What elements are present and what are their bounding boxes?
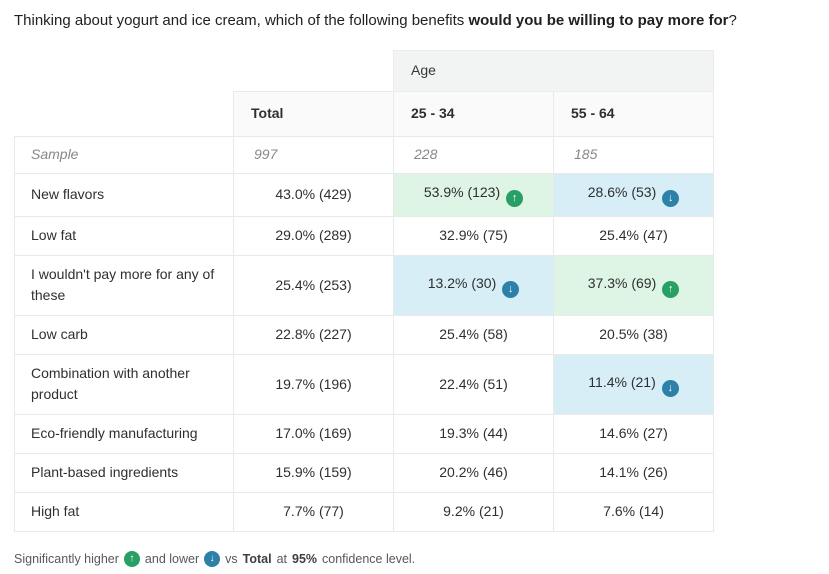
row-label: Combination with another product: [14, 354, 234, 415]
table-row-high-fat: High fat 7.7% (77) 9.2% (21) 7.6% (14): [14, 492, 715, 532]
total-cell: 17.0% (169): [233, 414, 394, 454]
age-25-34-cell: 20.2% (46): [393, 453, 554, 493]
footnote-text: vs: [225, 552, 238, 566]
table-row-eco-friendly: Eco-friendly manufacturing 17.0% (169) 1…: [14, 414, 715, 454]
row-label: Eco-friendly manufacturing: [14, 414, 234, 454]
age-55-64-cell: 37.3% (69) ↑: [552, 255, 715, 316]
question-title: Thinking about yogurt and ice cream, whi…: [14, 10, 815, 31]
spacer-cell: [234, 51, 394, 92]
footnote-text: confidence level.: [322, 552, 416, 566]
sample-row: Sample 997 228 185: [14, 136, 715, 174]
spacer-cell: [15, 51, 234, 92]
column-header-25-34: 25 - 34: [393, 91, 554, 137]
table-row-low-fat: Low fat 29.0% (289) 32.9% (75) 25.4% (47…: [14, 216, 715, 256]
row-label: I wouldn't pay more for any of these: [14, 255, 234, 316]
sig-higher-icon: ↑: [506, 190, 524, 207]
age-25-34-cell: 19.3% (44): [393, 414, 554, 454]
table-row-combination: Combination with another product 19.7% (…: [14, 354, 715, 415]
question-title-suffix: ?: [728, 12, 737, 29]
table-row-low-carb: Low carb 22.8% (227) 25.4% (58) 20.5% (3…: [14, 315, 715, 355]
total-cell: 15.9% (159): [233, 453, 394, 493]
sample-55-64: 185: [552, 136, 715, 174]
footnote-confidence-value: 95%: [292, 552, 318, 566]
group-header-row: Age: [15, 50, 715, 92]
age-25-34-cell: 53.9% (123) ↑: [393, 173, 554, 217]
column-header-55-64: 55 - 64: [552, 91, 715, 137]
age-25-34-cell: 9.2% (21): [393, 492, 554, 532]
row-label: Plant-based ingredients: [14, 453, 234, 493]
age-25-34-cell: 13.2% (30) ↓: [393, 255, 554, 316]
row-label: New flavors: [14, 173, 234, 217]
sample-label: Sample: [14, 136, 234, 174]
row-label: Low fat: [14, 216, 234, 256]
age-55-64-cell: 28.6% (53) ↓: [552, 173, 715, 217]
group-header-age: Age: [392, 50, 715, 92]
footnote-text: and lower: [144, 552, 200, 566]
spacer-cell: [15, 92, 234, 137]
row-label: Low carb: [14, 315, 234, 355]
total-cell: 7.7% (77): [233, 492, 394, 532]
sig-lower-icon: ↓: [662, 190, 680, 207]
age-25-34-cell: 32.9% (75): [393, 216, 554, 256]
total-cell: 29.0% (289): [233, 216, 394, 256]
total-cell: 19.7% (196): [233, 354, 394, 415]
age-55-64-cell: 25.4% (47): [552, 216, 715, 256]
age-55-64-cell: 14.1% (26): [552, 453, 715, 493]
age-55-64-cell: 14.6% (27): [552, 414, 715, 454]
sample-total: 997: [233, 136, 394, 174]
total-cell: 43.0% (429): [233, 173, 394, 217]
footnote-total-label: Total: [242, 552, 272, 566]
sig-lower-icon: ↓: [661, 379, 679, 397]
table-row-plant-based: Plant-based ingredients 15.9% (159) 20.2…: [14, 453, 715, 493]
significance-footnote: Significantly higher ↑ and lower ↓ vs To…: [14, 551, 815, 567]
sig-lower-icon: ↓: [502, 280, 520, 298]
question-title-prefix: Thinking about yogurt and ice cream, whi…: [14, 12, 469, 29]
sig-higher-icon: ↑: [123, 551, 140, 567]
footnote-text: Significantly higher: [14, 552, 119, 566]
sample-25-34: 228: [393, 136, 554, 174]
total-cell: 25.4% (253): [233, 255, 394, 316]
row-label: High fat: [14, 492, 234, 532]
age-55-64-cell: 20.5% (38): [552, 315, 715, 355]
footnote-text: at: [276, 552, 287, 566]
crosstab-table: Age Total 25 - 34 55 - 64 Sample 997 228…: [14, 50, 715, 532]
total-cell: 22.8% (227): [233, 315, 394, 355]
age-55-64-cell: 11.4% (21) ↓: [552, 354, 715, 415]
age-25-34-cell: 22.4% (51): [393, 354, 554, 415]
age-25-34-cell: 25.4% (58): [393, 315, 554, 355]
column-header-row: Total 25 - 34 55 - 64: [15, 91, 715, 137]
column-header-total: Total: [233, 91, 394, 137]
sig-lower-icon: ↓: [204, 551, 221, 567]
question-title-bold: would you be willing to pay more for: [468, 12, 729, 29]
age-55-64-cell: 7.6% (14): [552, 492, 715, 532]
sig-higher-icon: ↑: [662, 280, 680, 298]
table-row-wouldnt-pay-more: I wouldn't pay more for any of these 25.…: [14, 255, 715, 316]
table-row-new-flavors: New flavors 43.0% (429) 53.9% (123) ↑ 28.…: [14, 173, 715, 217]
